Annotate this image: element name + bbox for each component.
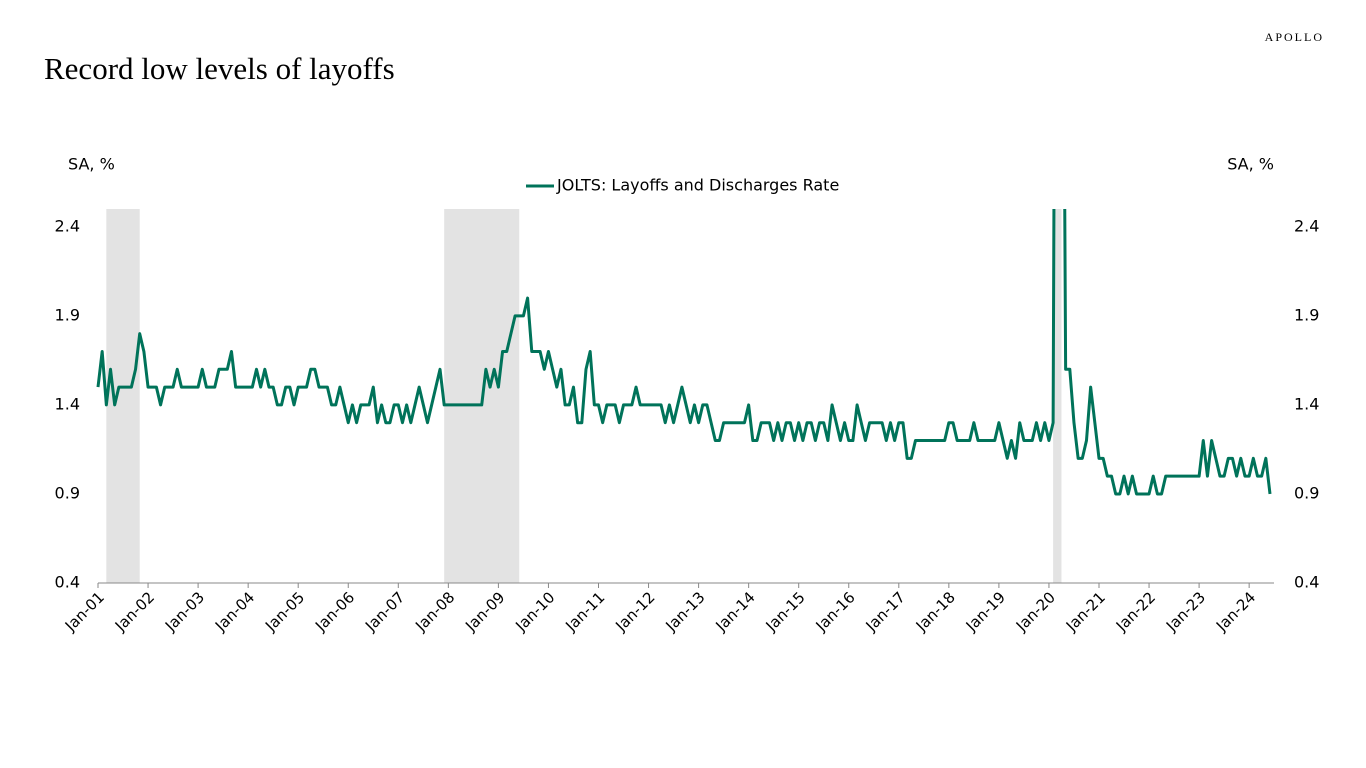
x-tick-label: Jan-02: [111, 588, 158, 635]
x-tick-label: Jan-04: [211, 588, 258, 635]
chart-title: Record low levels of layoffs: [44, 51, 395, 86]
x-tick-label: Jan-03: [161, 588, 208, 635]
x-tick-label: Jan-14: [712, 588, 759, 635]
x-tick-label: Jan-16: [812, 588, 859, 635]
x-tick-label: Jan-17: [862, 588, 909, 635]
x-tick-label: Jan-22: [1112, 588, 1159, 635]
x-tick-label: Jan-11: [561, 588, 608, 635]
x-tick-label: Jan-08: [411, 588, 458, 635]
x-tick-label: Jan-12: [611, 588, 658, 635]
x-tick-label: Jan-21: [1062, 588, 1109, 635]
y-tick-label: 0.4: [55, 573, 80, 592]
x-tick-label: Jan-05: [261, 588, 308, 635]
x-tick-label: Jan-10: [511, 588, 558, 635]
y-tick-label: 2.4: [55, 216, 80, 235]
recession-shade: [1053, 209, 1062, 583]
y-tick-label: 1.9: [55, 305, 80, 324]
y-tick-label: 0.9: [55, 483, 80, 502]
x-tick-label: Jan-18: [912, 588, 959, 635]
plot-area: [96, 209, 1272, 496]
x-tick-label: Jan-13: [661, 588, 708, 635]
x-tick-label: Jan-23: [1162, 588, 1209, 635]
y2-tick-label: 1.4: [1294, 394, 1319, 413]
x-tick-label: Jan-07: [361, 588, 408, 635]
y2-tick-label: 0.4: [1294, 573, 1319, 592]
brand: APOLLO: [1265, 30, 1324, 44]
y-tick-label: 1.4: [55, 394, 80, 413]
y2-tick-label: 0.9: [1294, 483, 1319, 502]
data-line: [96, 209, 1272, 496]
legend-label: JOLTS: Layoffs and Discharges Rate: [556, 176, 839, 195]
x-tick-label: Jan-09: [461, 588, 508, 635]
x-tick-label: Jan-15: [762, 588, 809, 635]
y2-tick-label: 2.4: [1294, 216, 1319, 235]
recession-shade: [106, 209, 140, 583]
y-axis-label: SA, %: [68, 155, 115, 174]
y2-tick-label: 1.9: [1294, 305, 1319, 324]
x-tick-label: Jan-01: [61, 588, 108, 635]
x-tick-label: Jan-24: [1212, 588, 1259, 635]
y2-axis-label: SA, %: [1227, 155, 1274, 174]
x-tick-label: Jan-20: [1012, 588, 1059, 635]
x-tick-label: Jan-06: [311, 588, 358, 635]
x-tick-label: Jan-19: [962, 588, 1009, 635]
